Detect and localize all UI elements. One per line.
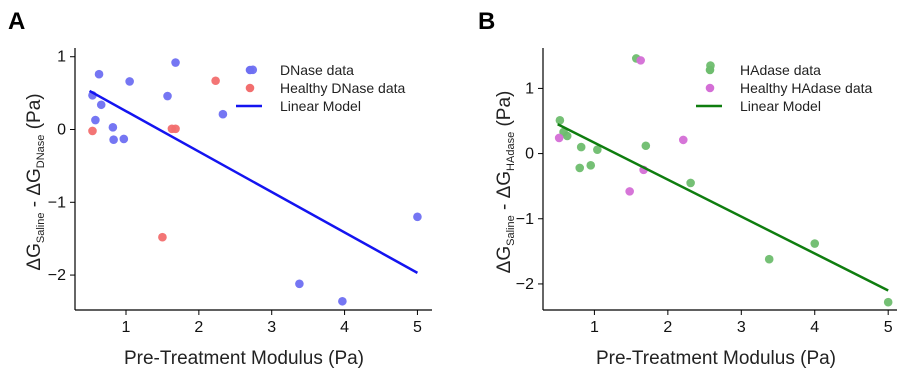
data-point: [678, 135, 688, 145]
x-tick-label: 3: [737, 319, 746, 336]
legend-dot-swatch: [705, 65, 715, 75]
data-point: [295, 279, 304, 289]
x-tick-label: 2: [194, 319, 203, 336]
data-point: [810, 239, 820, 248]
legend-label: Healthy HAdase data: [740, 80, 873, 96]
data-point: [171, 124, 180, 134]
y-title-sub-saline: Saline: [35, 213, 47, 244]
legend-label: DNase data: [280, 62, 354, 78]
data-point: [171, 58, 180, 67]
x-tick-label: 2: [663, 319, 672, 336]
panel-a: A ΔGSaline - ΔGDNase (Pa) Pre-Treatment …: [8, 8, 432, 368]
x-tick-label: 5: [413, 319, 422, 336]
y-tick-label: −2: [516, 276, 534, 293]
data-point: [641, 141, 651, 151]
data-point: [764, 254, 774, 264]
data-point: [91, 115, 100, 125]
y-title-delta-saline: ΔG: [24, 243, 45, 270]
data-point: [211, 76, 220, 86]
data-point: [218, 109, 228, 119]
data-point: [555, 116, 565, 125]
y-tick-label: −2: [48, 267, 66, 284]
y-tick-label: 0: [57, 122, 66, 139]
y-tick-label: 1: [525, 80, 534, 97]
y-tick-label: 1: [57, 49, 66, 66]
data-point: [96, 100, 106, 110]
legend-label: HAdase data: [740, 62, 821, 78]
legend-dot-swatch: [245, 83, 255, 93]
data-point: [575, 163, 585, 173]
data-point: [109, 135, 118, 144]
y-title-delta-treat: - ΔG: [24, 168, 45, 212]
legend-label: Linear Model: [280, 98, 361, 114]
panel-a-x-axis-title: Pre-Treatment Modulus (Pa): [124, 348, 364, 368]
svg-text:ΔGSaline - ΔGDNase (Pa): ΔGSaline - ΔGDNase (Pa): [24, 93, 47, 270]
y-title-sub-treat: HAdase: [505, 132, 517, 171]
data-point: [413, 212, 422, 222]
data-point: [593, 145, 602, 154]
panel-a-y-axis-title: ΔGSaline - ΔGDNase (Pa): [24, 93, 47, 270]
panel-b-letter: B: [478, 8, 495, 35]
data-point: [119, 134, 129, 144]
legend-label: Linear Model: [740, 98, 821, 114]
x-tick-label: 1: [122, 319, 131, 336]
data-point: [94, 69, 104, 79]
data-point: [158, 232, 167, 242]
data-point: [163, 91, 172, 101]
data-point: [636, 56, 645, 65]
panel-b: B ΔGSaline - ΔGHAdase (Pa) Pre-Treatment…: [478, 8, 897, 368]
data-point: [88, 126, 97, 136]
data-point: [625, 187, 634, 196]
data-point: [562, 131, 572, 141]
linear-model-line: [557, 123, 889, 292]
y-title-sub-treat: DNase: [35, 135, 47, 169]
data-point: [554, 133, 564, 143]
x-tick-label: 4: [810, 319, 819, 336]
x-tick-label: 4: [340, 319, 349, 336]
y-tick-label: −1: [48, 194, 66, 211]
data-point: [125, 77, 134, 86]
legend-label: Healthy DNase data: [280, 80, 406, 96]
data-point: [586, 161, 596, 170]
y-title-delta-treat: - ΔG: [494, 171, 515, 215]
x-tick-label: 5: [884, 319, 893, 336]
panel-a-letter: A: [8, 8, 25, 35]
y-title-sub-saline: Saline: [505, 215, 517, 246]
data-point: [108, 123, 118, 132]
data-point: [338, 296, 347, 306]
linear-model-line: [88, 89, 419, 274]
x-tick-label: 3: [267, 319, 276, 336]
panel-b-x-axis-title: Pre-Treatment Modulus (Pa): [596, 348, 836, 368]
y-title-delta-saline: ΔG: [494, 246, 515, 273]
legend-dot-swatch: [245, 65, 255, 75]
data-point: [576, 142, 586, 152]
panel-b-y-axis-title: ΔGSaline - ΔGHAdase (Pa): [494, 91, 517, 274]
y-title-unit: (Pa): [24, 93, 45, 134]
y-tick-label: −1: [516, 211, 534, 228]
y-title-unit: (Pa): [494, 91, 515, 132]
legend-dot-swatch: [705, 83, 715, 93]
data-point: [686, 178, 695, 188]
svg-text:ΔGSaline - ΔGHAdase (Pa): ΔGSaline - ΔGHAdase (Pa): [494, 91, 517, 274]
data-point: [883, 297, 893, 307]
x-tick-label: 1: [590, 319, 599, 336]
y-tick-label: 0: [525, 146, 534, 163]
